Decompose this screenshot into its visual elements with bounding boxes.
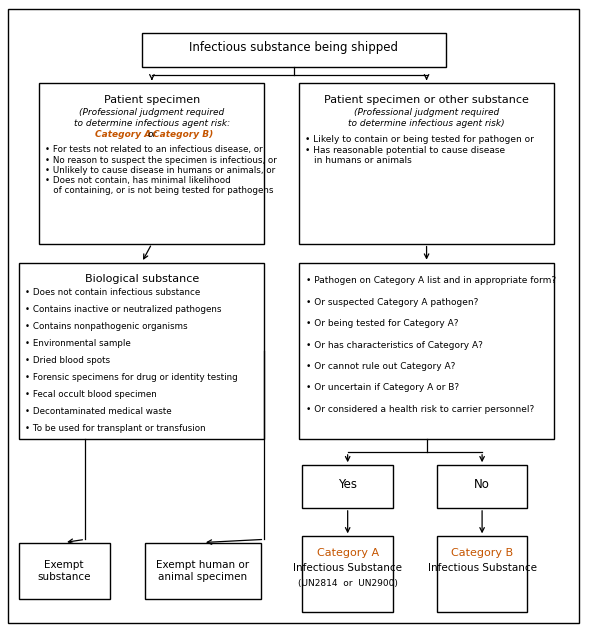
Text: substance: substance: [37, 572, 91, 582]
Text: • Fecal occult blood specimen: • Fecal occult blood specimen: [25, 390, 156, 399]
Text: • Contains inactive or neutralized pathogens: • Contains inactive or neutralized patho…: [25, 305, 221, 314]
Text: to determine infectious agent risk:: to determine infectious agent risk:: [74, 119, 230, 128]
Text: in humans or animals: in humans or animals: [314, 156, 412, 165]
Text: Exempt human or: Exempt human or: [156, 559, 249, 569]
Text: • Decontaminated medical waste: • Decontaminated medical waste: [25, 407, 172, 416]
Text: • Or has characteristics of Category A?: • Or has characteristics of Category A?: [307, 341, 483, 349]
FancyBboxPatch shape: [437, 536, 527, 612]
Text: Infectious Substance: Infectious Substance: [293, 563, 402, 573]
Text: to determine infectious agent risk): to determine infectious agent risk): [348, 119, 505, 128]
FancyBboxPatch shape: [39, 83, 265, 244]
Text: • Dried blood spots: • Dried blood spots: [25, 356, 110, 365]
Text: • No reason to suspect the specimen is infectious, or: • No reason to suspect the specimen is i…: [45, 155, 277, 164]
FancyBboxPatch shape: [19, 542, 109, 599]
Text: (Professional judgment required: (Professional judgment required: [354, 108, 499, 118]
Text: (Professional judgment required: (Professional judgment required: [79, 108, 224, 118]
Text: • Does not contain infectious substance: • Does not contain infectious substance: [25, 288, 200, 297]
FancyBboxPatch shape: [145, 542, 262, 599]
Text: or: or: [147, 130, 156, 139]
Text: • Has reasonable potential to cause disease: • Has reasonable potential to cause dise…: [306, 146, 505, 155]
Text: Patient specimen: Patient specimen: [104, 95, 200, 104]
Text: Category A: Category A: [316, 547, 379, 557]
Text: Patient specimen or other substance: Patient specimen or other substance: [324, 95, 529, 104]
FancyBboxPatch shape: [299, 262, 554, 439]
Text: • Or suspected Category A pathogen?: • Or suspected Category A pathogen?: [307, 298, 479, 307]
Text: Infectious Substance: Infectious Substance: [428, 563, 536, 573]
FancyBboxPatch shape: [19, 262, 265, 439]
Text: Infectious substance being shipped: Infectious substance being shipped: [189, 40, 398, 54]
Text: • Environmental sample: • Environmental sample: [25, 339, 131, 348]
Text: • Pathogen on Category A list and in appropriate form?: • Pathogen on Category A list and in app…: [307, 276, 557, 286]
FancyBboxPatch shape: [9, 9, 579, 623]
FancyBboxPatch shape: [437, 465, 527, 508]
Text: • Or cannot rule out Category A?: • Or cannot rule out Category A?: [307, 362, 456, 371]
Text: • Contains nonpathogenic organisms: • Contains nonpathogenic organisms: [25, 322, 188, 331]
Text: Yes: Yes: [338, 478, 357, 491]
Text: Category B: Category B: [451, 547, 513, 557]
Text: • For tests not related to an infectious disease, or: • For tests not related to an infectious…: [45, 145, 263, 154]
Text: • Or uncertain if Category A or B?: • Or uncertain if Category A or B?: [307, 384, 459, 392]
Text: • Likely to contain or being tested for pathogen or: • Likely to contain or being tested for …: [306, 135, 534, 144]
Text: No: No: [474, 478, 490, 491]
Text: • Unlikely to cause disease in humans or animals, or: • Unlikely to cause disease in humans or…: [45, 166, 276, 174]
Text: • Or considered a health risk to carrier personnel?: • Or considered a health risk to carrier…: [307, 404, 535, 414]
Text: Category B): Category B): [153, 130, 213, 139]
Text: • Forensic specimens for drug or identity testing: • Forensic specimens for drug or identit…: [25, 374, 238, 382]
Text: • To be used for transplant or transfusion: • To be used for transplant or transfusi…: [25, 424, 205, 433]
Text: of containing, or is not being tested for pathogens: of containing, or is not being tested fo…: [45, 186, 274, 195]
Text: • Does not contain, has minimal likelihood: • Does not contain, has minimal likeliho…: [45, 176, 231, 185]
Text: (UN2814  or  UN2900): (UN2814 or UN2900): [298, 579, 398, 588]
Text: Exempt: Exempt: [45, 559, 84, 569]
FancyBboxPatch shape: [142, 33, 445, 68]
FancyBboxPatch shape: [302, 465, 393, 508]
Text: Biological substance: Biological substance: [84, 274, 199, 284]
FancyBboxPatch shape: [302, 536, 393, 612]
Text: Category A: Category A: [95, 130, 151, 139]
Text: animal specimen: animal specimen: [158, 572, 247, 582]
FancyBboxPatch shape: [299, 83, 554, 244]
Text: • Or being tested for Category A?: • Or being tested for Category A?: [307, 319, 459, 328]
